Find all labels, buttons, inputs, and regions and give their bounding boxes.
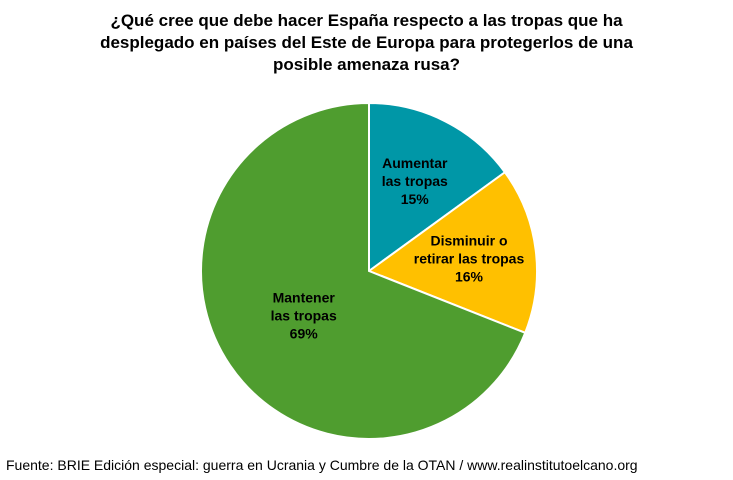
chart-title: ¿Qué cree que debe hacer España respecto… — [0, 10, 733, 76]
pie-slice-2 — [366, 170, 538, 335]
chart-title-line-2: desplegado en países del Este de Europa … — [100, 33, 633, 52]
chart-title-line-1: ¿Qué cree que debe hacer España respecto… — [110, 11, 623, 30]
slice-label-3: Mantener las tropas 69% — [271, 289, 337, 341]
pie-slice-1 — [368, 101, 507, 273]
source-note: Fuente: BRIE Edición especial: guerra en… — [6, 457, 638, 473]
pie-slice-3 — [200, 101, 527, 440]
slice-label-2: Disminuir o retirar las tropas 16% — [414, 232, 525, 284]
slice-label-1: Aumentar las tropas 15% — [382, 155, 448, 207]
chart-title-line-3: posible amenaza rusa? — [272, 55, 461, 74]
